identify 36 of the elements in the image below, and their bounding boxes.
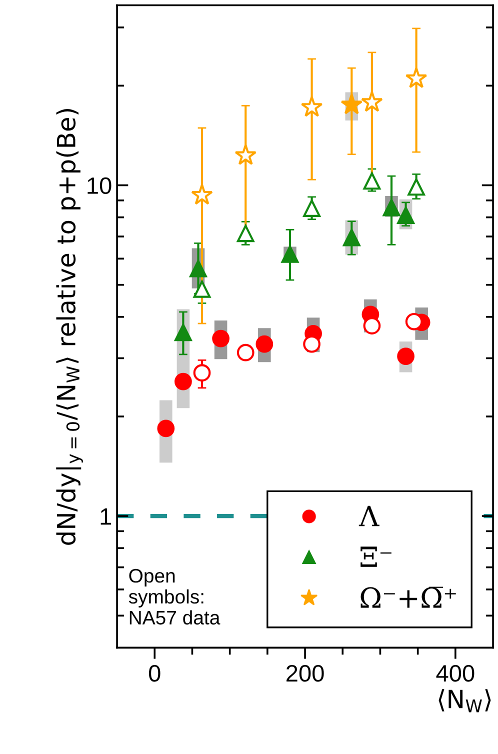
point [340, 93, 363, 114]
x-tick-label: 400 [436, 664, 474, 682]
point [408, 178, 425, 196]
x-tick-label: 0 [148, 664, 160, 682]
point [256, 335, 274, 353]
y-axis-title: dN/dy|$_{y=0}$/⟨N$_{W}$⟩ relative to p+p(Be) [56, 109, 83, 545]
legend-label: Λ [358, 506, 380, 526]
annotation: Open symbols: NA57 data [128, 568, 220, 625]
y-tick-label: 10 [88, 177, 112, 194]
point [190, 260, 207, 278]
point [342, 228, 360, 246]
point [191, 184, 213, 205]
point [405, 67, 428, 88]
point [174, 372, 192, 390]
y-tick-label: 1 [100, 508, 112, 525]
x-tick-label: 200 [286, 664, 324, 682]
point [234, 144, 257, 165]
point [236, 224, 254, 242]
point [157, 420, 175, 438]
legend-label: Ω⁻+Ω̅⁺ [360, 586, 456, 608]
point [397, 206, 414, 224]
point [236, 344, 254, 362]
point [397, 348, 414, 365]
point [382, 198, 400, 216]
point [361, 90, 383, 112]
point [193, 280, 211, 298]
x-axis-title: ⟨N$_{W}$⟩ [438, 689, 491, 712]
point [300, 96, 323, 117]
point [405, 312, 423, 330]
legend-label: Ξ⁻ [360, 546, 392, 567]
point [363, 317, 381, 334]
point [212, 330, 230, 348]
point [363, 172, 381, 190]
point [193, 364, 211, 382]
point [174, 324, 192, 342]
point [303, 200, 320, 217]
